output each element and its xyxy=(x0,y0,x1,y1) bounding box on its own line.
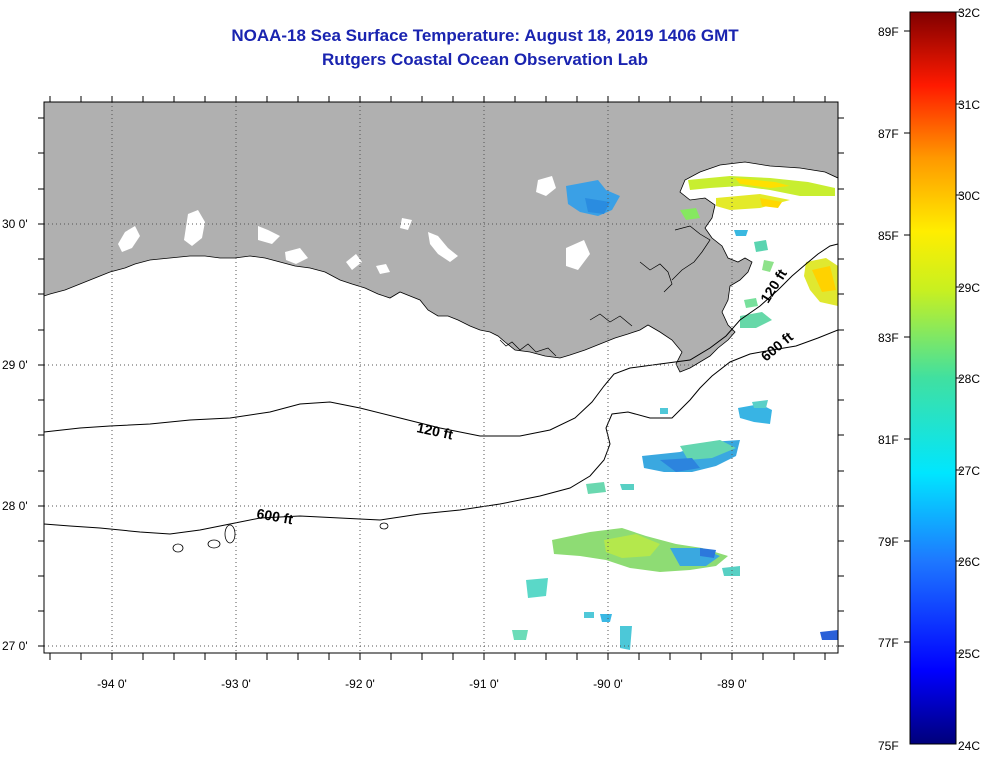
colorbar-f-label: 81F xyxy=(878,433,899,447)
lat-label: 30 0' xyxy=(2,217,28,231)
lon-label: -90 0' xyxy=(593,677,623,691)
lon-label: -91 0' xyxy=(469,677,499,691)
colorbar-c-label: 28C xyxy=(958,372,980,386)
lat-label: 27 0' xyxy=(2,639,28,653)
map-frame xyxy=(43,101,839,654)
colorbar-c-label: 26C xyxy=(958,555,980,569)
graticule xyxy=(44,102,838,653)
land-mass xyxy=(44,102,838,373)
lat-label: 29 0' xyxy=(2,358,28,372)
colorbar-c-label: 24C xyxy=(958,739,980,753)
colorbar-c-label: 25C xyxy=(958,647,980,661)
contour-islands xyxy=(172,522,389,553)
colorbar-f-label: 85F xyxy=(878,229,899,243)
colorbar-c-label: 29C xyxy=(958,281,980,295)
colorbar-c-label: 31C xyxy=(958,98,980,112)
colorbar-c-label: 32C xyxy=(958,6,980,20)
colorbar-f-label: 83F xyxy=(878,331,899,345)
contour-label-120ft-west: 120 ft xyxy=(415,419,454,442)
white-inland-patch xyxy=(566,240,590,270)
colorbar-f-label: 89F xyxy=(878,25,899,39)
contour-label-600ft-west: 600 ft xyxy=(255,505,294,527)
land-lakes xyxy=(118,176,556,274)
lon-label: -89 0' xyxy=(717,677,747,691)
colorbar-f-label: 77F xyxy=(878,636,899,650)
contour-600ft xyxy=(44,329,838,535)
colorbar-f-label: 75F xyxy=(878,739,899,753)
contour-120ft xyxy=(44,243,838,437)
colorbar-c-label: 30C xyxy=(958,189,980,203)
lon-label: -93 0' xyxy=(221,677,251,691)
map-title: NOAA-18 Sea Surface Temperature: August … xyxy=(231,26,739,45)
delta-coast-detail xyxy=(499,225,711,357)
lon-label: -94 0' xyxy=(97,677,127,691)
lat-label: 28 0' xyxy=(2,499,28,513)
colorbar-c-label: 27C xyxy=(958,464,980,478)
axis-ticks xyxy=(38,96,844,660)
colorbar xyxy=(909,11,957,745)
map-subtitle: Rutgers Coastal Ocean Observation Lab xyxy=(322,50,648,69)
sst-patches xyxy=(512,176,838,650)
lon-label: -92 0' xyxy=(345,677,375,691)
colorbar-f-label: 87F xyxy=(878,127,899,141)
colorbar-ticks xyxy=(904,11,962,654)
colorbar-f-label: 79F xyxy=(878,535,899,549)
